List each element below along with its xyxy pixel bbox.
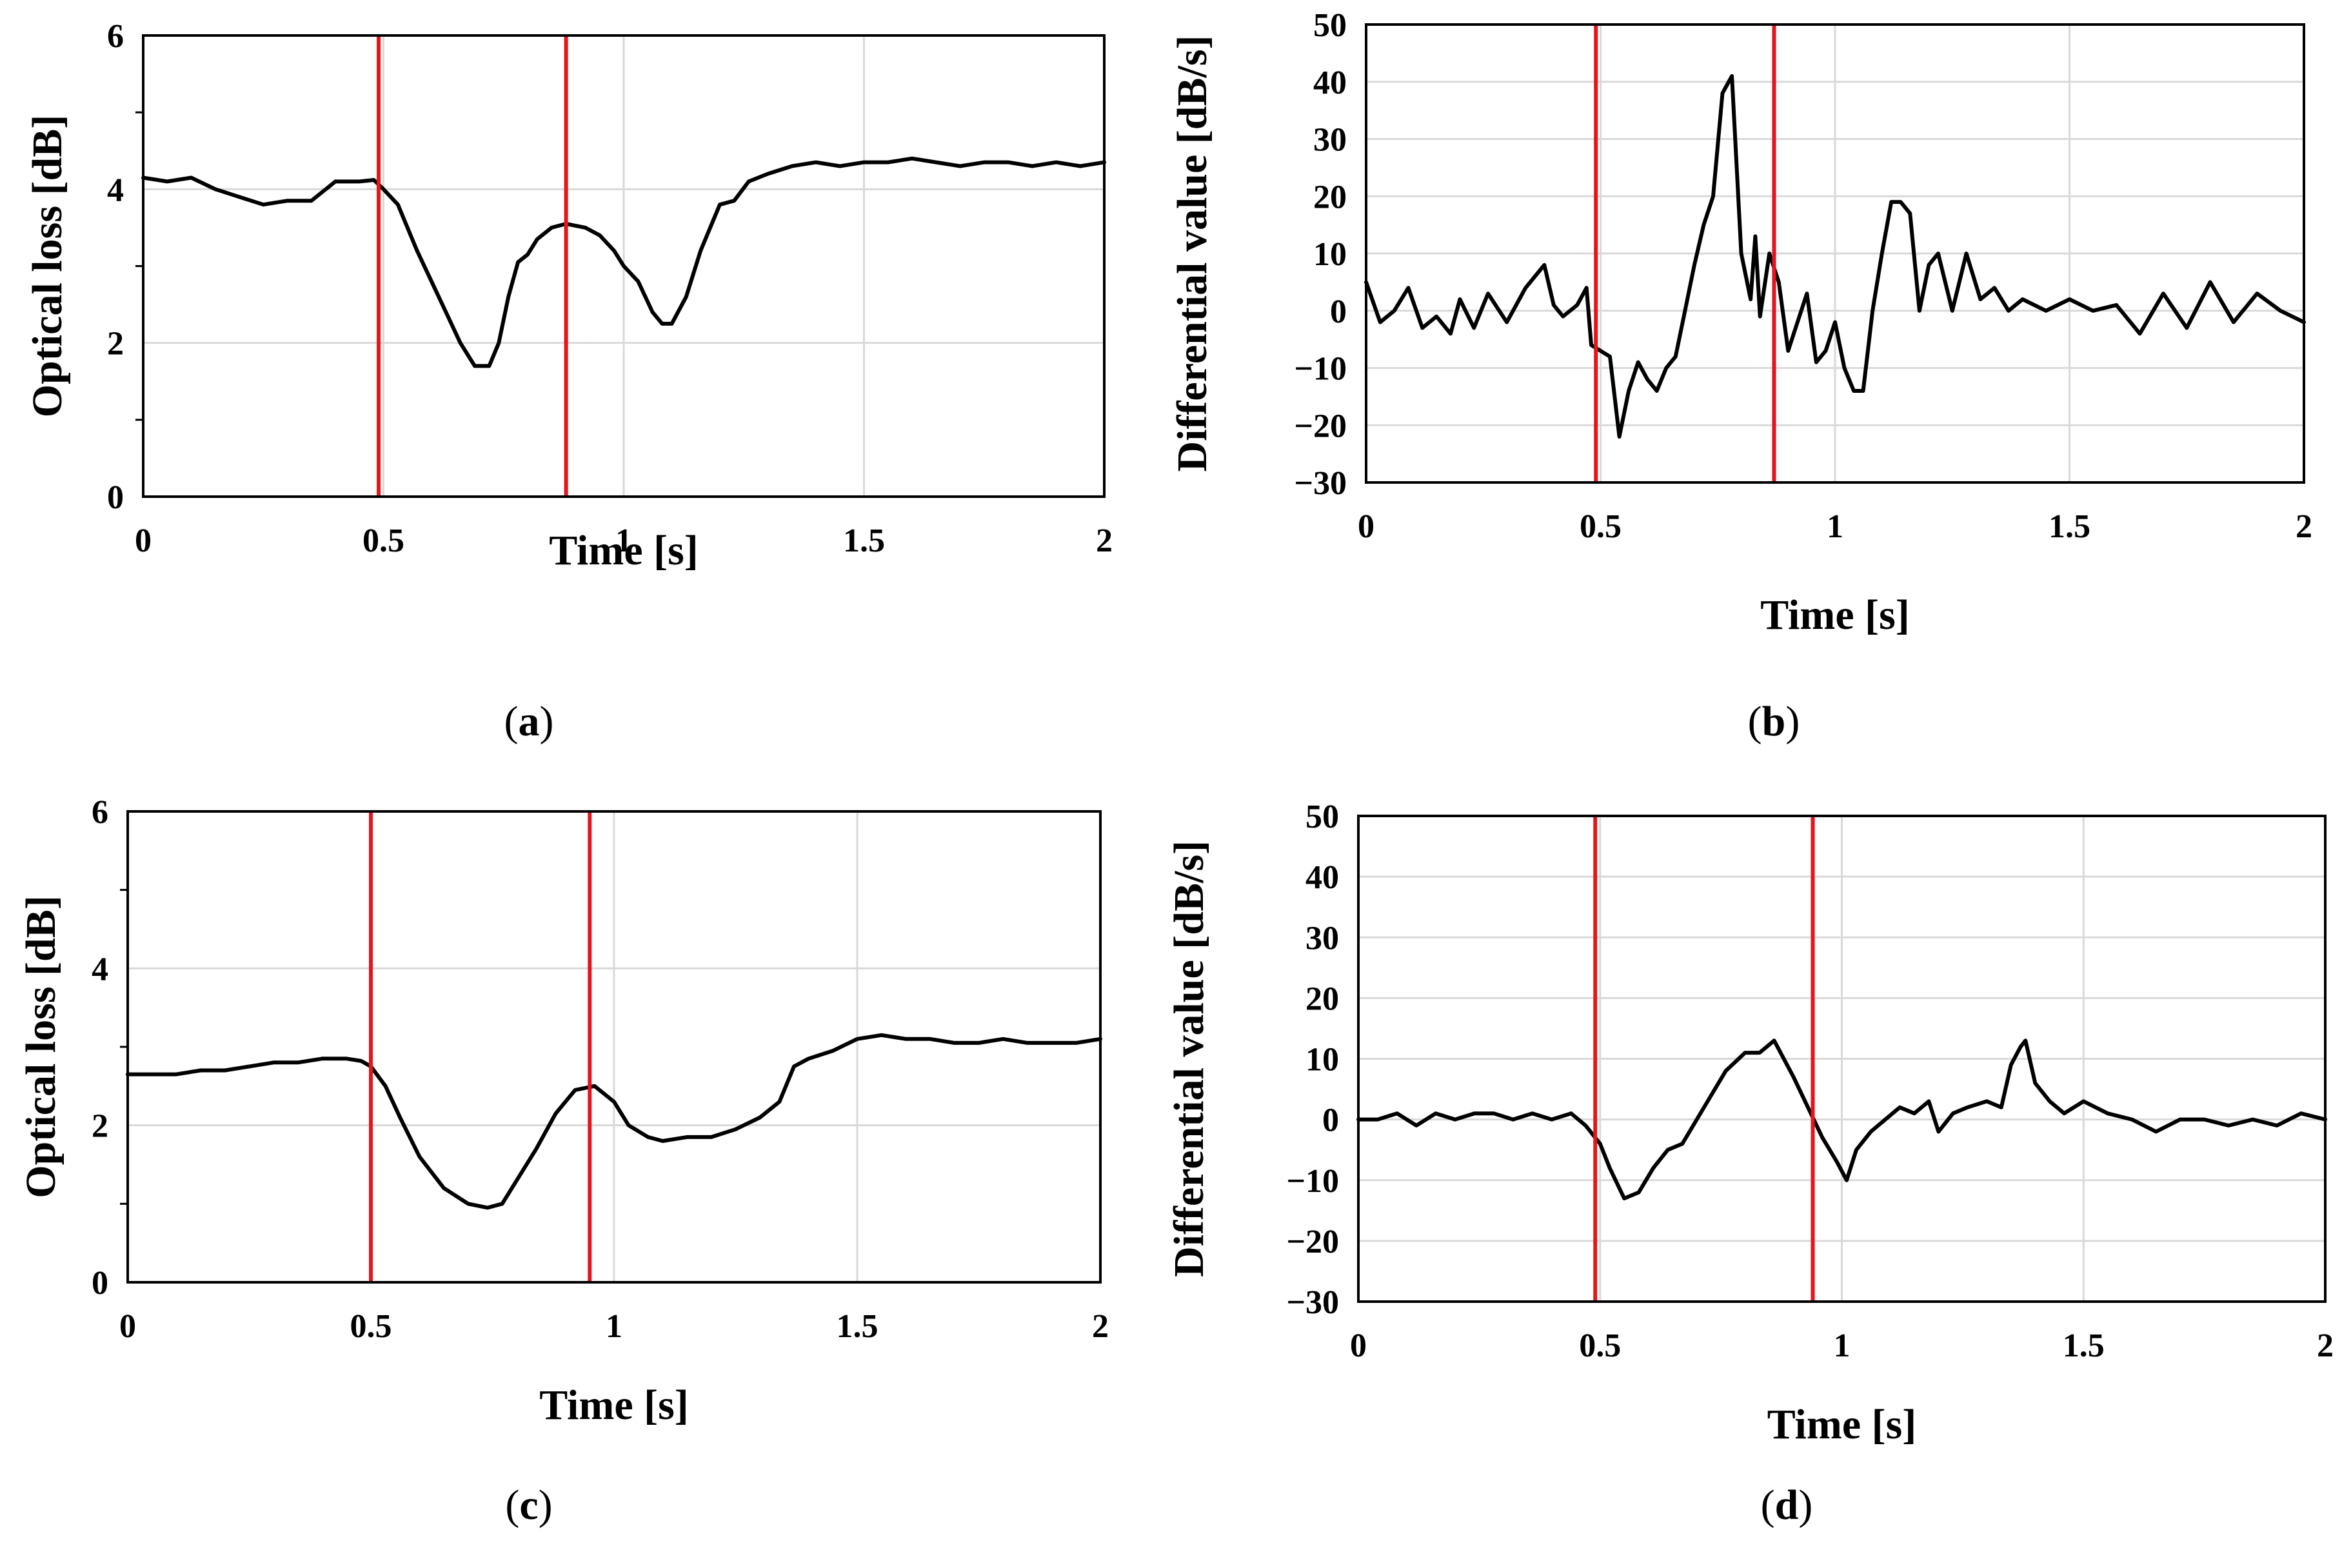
x-tick-label: 1 — [1834, 1327, 1851, 1364]
x-tick-label: 0.5 — [1579, 1327, 1621, 1364]
plot-frame — [126, 810, 1102, 1284]
y-tick-label: 0 — [107, 479, 124, 516]
y-tick-label: 6 — [92, 794, 108, 831]
x-tick-label: 1 — [606, 1308, 622, 1345]
panel-a: 0 0.5 1 1.5 2 0 2 4 6 Time [s] Optical loss [dB] (a… — [24, 18, 1113, 745]
panel-caption-letter: c — [519, 1482, 538, 1529]
panel-caption: (c) — [505, 1482, 552, 1529]
y-tick-label: 4 — [107, 172, 124, 208]
panel-caption: (d) — [1761, 1482, 1813, 1529]
y-tick-label: −10 — [1294, 351, 1347, 388]
panel-caption: (b) — [1748, 698, 1800, 745]
panel-c: 0 0.5 1 1.5 2 0 2 4 6 Time [s] Optical loss [dB] (c… — [17, 794, 1109, 1529]
series-line-0 — [126, 1033, 1102, 1210]
plot-frame — [1365, 23, 2305, 484]
panel-caption-letter: d — [1775, 1482, 1799, 1529]
x-tick-label: 0 — [119, 1308, 136, 1345]
panel-b: 0 0.5 1 1.5 2 −30 −20 −10 0 10 20 30 40 50 Time [s] Dif… — [1169, 7, 2312, 745]
x-axis-title: Time [s] — [539, 1382, 689, 1429]
x-tick-label: 0.5 — [350, 1308, 392, 1345]
x-tick-label: 2 — [2296, 508, 2312, 545]
y-tick-label: −20 — [1294, 408, 1347, 444]
y-tick-label: −30 — [1286, 1284, 1339, 1321]
y-tick-label: 40 — [1313, 65, 1347, 101]
y-tick-label: 4 — [92, 951, 108, 987]
y-tick-label: 2 — [107, 326, 124, 362]
x-axis-title: Time [s] — [1767, 1401, 1917, 1448]
x-tick-label: 1 — [615, 522, 632, 559]
x-tick-label: 1.5 — [843, 522, 885, 559]
y-tick-label: 30 — [1305, 920, 1339, 957]
y-tick-label: 50 — [1313, 7, 1347, 44]
y-axis-title: Differential value [dB/s] — [1166, 840, 1213, 1277]
x-tick-label: 1 — [1827, 508, 1843, 545]
y-axis-title: Optical loss [dB] — [17, 895, 65, 1198]
y-tick-label: 20 — [1313, 179, 1347, 215]
y-axis-title: Optical loss [dB] — [24, 115, 71, 417]
series-line-0 — [1356, 1038, 2327, 1200]
x-tick-label: 2 — [2317, 1327, 2334, 1364]
panel-caption-letter: a — [519, 698, 540, 745]
y-tick-label: −30 — [1294, 465, 1347, 502]
x-tick-label: 1.5 — [2049, 508, 2090, 545]
y-tick-label: −20 — [1286, 1224, 1339, 1260]
x-tick-label: 1.5 — [2063, 1327, 2105, 1364]
y-tick-label: 0 — [92, 1265, 108, 1302]
x-axis-title: Time [s] — [1760, 591, 1910, 639]
x-tick-label: 2 — [1096, 522, 1113, 559]
panel-caption: (a) — [504, 698, 554, 745]
x-tick-label: 0.5 — [362, 522, 404, 559]
series-line-0 — [1364, 74, 2306, 439]
x-axis-title: Time [s] — [549, 527, 699, 574]
x-tick-label: 0 — [1358, 508, 1374, 545]
x-tick-label: 0.5 — [1580, 508, 1622, 545]
y-tick-label: 10 — [1305, 1042, 1339, 1078]
y-tick-label: 2 — [92, 1108, 108, 1145]
y-tick-label: 6 — [107, 18, 124, 55]
y-tick-label: 0 — [1322, 1102, 1339, 1139]
y-tick-label: 10 — [1313, 236, 1347, 273]
plot-frame — [1357, 815, 2327, 1303]
x-tick-label: 2 — [1092, 1308, 1109, 1345]
y-tick-label: 50 — [1305, 799, 1339, 835]
series-line-0 — [141, 156, 1106, 368]
x-tick-label: 0 — [135, 522, 152, 559]
y-tick-label: 0 — [1330, 293, 1347, 330]
y-tick-label: −10 — [1286, 1163, 1339, 1200]
plot-frame — [142, 34, 1106, 498]
y-tick-label: 30 — [1313, 122, 1347, 159]
x-tick-label: 1.5 — [837, 1308, 878, 1345]
y-tick-label: 40 — [1305, 859, 1339, 896]
x-tick-label: 0 — [1350, 1327, 1367, 1364]
y-tick-label: 20 — [1305, 980, 1339, 1017]
panel-caption-letter: b — [1762, 698, 1786, 745]
y-axis-title: Differential value [dB/s] — [1169, 35, 1216, 471]
panel-d: 0 0.5 1 1.5 2 −30 −20 −10 0 10 20 30 40 50 Time [s] Dif… — [1166, 799, 2334, 1529]
